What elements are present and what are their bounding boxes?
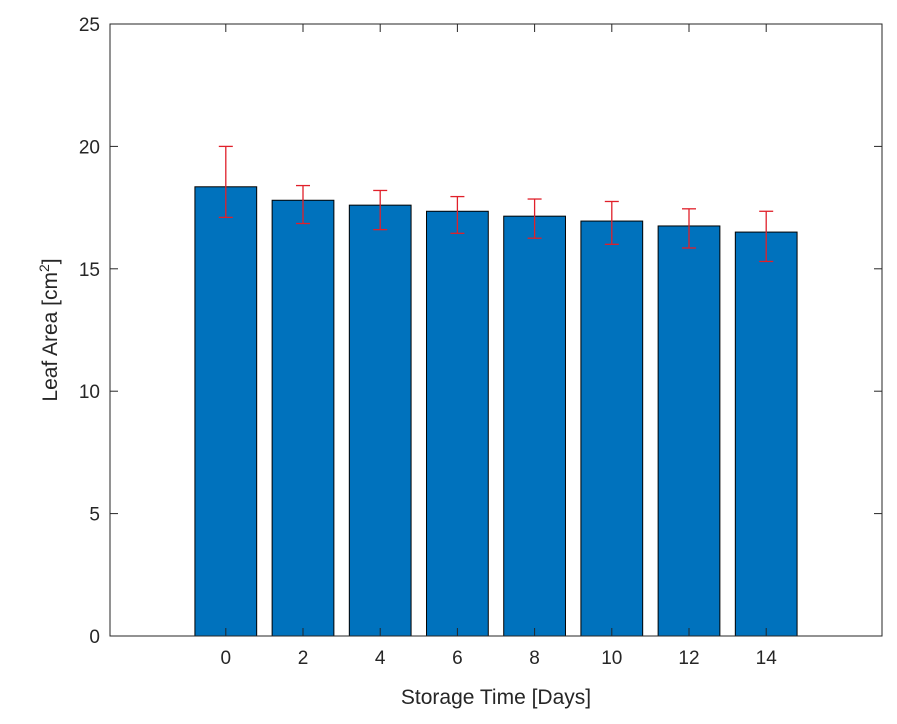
x-axis-label: Storage Time [Days]: [401, 686, 591, 709]
error-bar-14: [759, 210, 774, 263]
plot-area-frame: [109, 23, 883, 637]
error-bar-2: [296, 184, 310, 225]
bar-0: [194, 186, 258, 637]
bars-group: [194, 186, 798, 637]
bar-10: [580, 220, 644, 637]
error-bar-6: [450, 195, 465, 234]
x-tick-label-8: 8: [529, 648, 540, 669]
y-tick-label-15: 15: [79, 260, 100, 281]
y-tick-label-10: 10: [79, 382, 100, 403]
error-bar-8: [527, 198, 542, 239]
error-bars-group: [218, 145, 774, 263]
y-axis-label: Leaf Area [cm2]: [36, 258, 62, 401]
y-tick-label-0: 0: [89, 627, 100, 648]
x-tick-labels: 0 2 4 6 8 10 12 14: [221, 648, 778, 669]
bar-14: [734, 231, 798, 637]
y-tick-label-20: 20: [79, 137, 100, 158]
x-tick-label-2: 2: [298, 648, 309, 669]
y-tick-label-5: 5: [89, 505, 100, 526]
bar-2: [271, 199, 335, 637]
y-axis-label-main: Leaf Area [cm: [39, 272, 62, 402]
bar-8: [503, 215, 566, 637]
x-tick-label-0: 0: [221, 648, 232, 669]
x-tick-label-12: 12: [678, 648, 699, 669]
error-bar-0: [218, 145, 233, 219]
x-tick-label-4: 4: [375, 648, 386, 669]
error-bar-10: [604, 200, 619, 245]
x-tick-label-14: 14: [756, 648, 778, 669]
x-tick-label-6: 6: [452, 648, 463, 669]
error-bar-4: [373, 189, 388, 231]
bar-12: [657, 225, 721, 637]
bar-4: [348, 204, 412, 637]
y-axis-label-suffix: ]: [39, 258, 62, 264]
y-tick-label-25: 25: [79, 15, 100, 36]
bar-6: [426, 210, 489, 637]
error-bar-12: [682, 208, 696, 249]
x-tick-label-10: 10: [601, 648, 622, 669]
y-axis-label-superscript: 2: [36, 264, 52, 272]
y-tick-labels: 0 5 10 15 20 25: [79, 15, 100, 648]
